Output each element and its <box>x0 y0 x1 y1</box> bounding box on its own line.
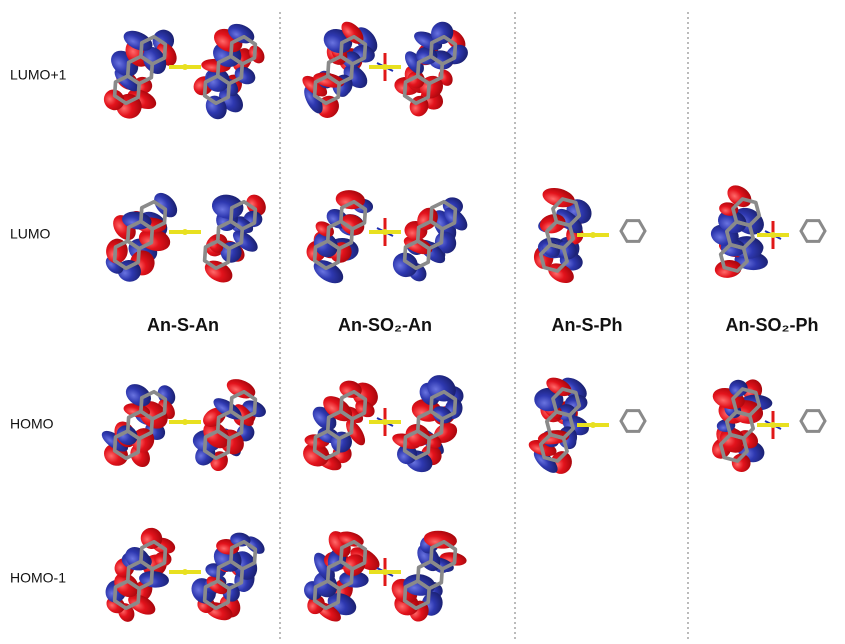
bond-ring <box>551 387 582 418</box>
bond-ring <box>731 197 762 228</box>
orbital-lobe <box>433 422 458 443</box>
row-label: LUMO+1 <box>10 67 67 83</box>
molecule <box>710 185 827 278</box>
bond-ring <box>139 34 168 66</box>
s-atom <box>590 422 596 428</box>
orbital-lobe <box>303 442 330 467</box>
s-atom <box>382 64 388 70</box>
s-atom <box>770 232 776 238</box>
molecule <box>105 527 265 622</box>
orbital-lobe <box>304 85 323 114</box>
molecule <box>528 377 647 474</box>
molecule <box>101 379 266 472</box>
orbital-lobe <box>234 404 254 427</box>
bond-ring <box>731 387 762 418</box>
s-atom <box>182 419 188 425</box>
orbital-lobe <box>405 424 430 447</box>
orbital-lobe <box>727 185 752 208</box>
orbital-lobe <box>211 194 244 219</box>
bond-ring <box>229 539 258 571</box>
orbital-lobe <box>731 453 751 473</box>
s-atom <box>382 229 388 235</box>
molecule <box>304 530 467 622</box>
orbital-lobe <box>114 68 139 92</box>
orbital-lobe <box>719 427 745 449</box>
bond-ring <box>339 199 368 231</box>
orbital-lobe <box>114 572 139 598</box>
bond-ring <box>339 539 368 571</box>
s-atom <box>590 232 596 238</box>
orbital-lobe <box>142 46 167 74</box>
molecule <box>712 379 827 473</box>
orbital-lobe <box>116 425 138 446</box>
orbital-lobe <box>548 263 574 284</box>
bond-ring <box>139 199 168 231</box>
orbital-lobe <box>556 208 583 234</box>
bond-ring <box>429 34 458 66</box>
s-atom <box>182 569 188 575</box>
orbital-lobe <box>432 406 453 424</box>
molecule <box>105 192 266 283</box>
s-atom <box>182 229 188 235</box>
orbital-lobe <box>103 89 125 111</box>
bond-ring <box>429 389 458 421</box>
molecule <box>306 190 468 284</box>
row-label: HOMO <box>10 416 54 432</box>
orbital-lobe <box>313 232 338 258</box>
orbital-lobe <box>232 230 258 252</box>
orbital-lobe <box>246 194 266 216</box>
orbital-lobe <box>403 236 433 255</box>
phenyl-ring <box>619 409 647 433</box>
bond-ring <box>339 34 368 66</box>
phenyl-ring <box>619 219 647 243</box>
orbital-lobe <box>205 68 230 92</box>
column-label: An-S-An <box>147 315 219 335</box>
bond-ring <box>551 197 582 228</box>
orbital-lobe <box>203 421 230 449</box>
orbital-lobe <box>342 554 366 577</box>
orbital-lobe <box>340 214 365 236</box>
bond-ring <box>339 389 368 421</box>
molecule <box>533 187 647 284</box>
molecule <box>302 21 468 119</box>
bond-ring <box>229 34 258 66</box>
orbital-lobe <box>206 576 228 595</box>
orbital-lobe <box>154 192 178 218</box>
molecule <box>103 23 265 120</box>
orbital-lobe <box>128 594 156 615</box>
bond-ring <box>229 199 258 231</box>
row-label: LUMO <box>10 226 51 242</box>
orbital-lobe <box>125 384 151 407</box>
orbital-lobe <box>557 240 577 260</box>
orbital-lobe <box>542 187 575 208</box>
s-atom <box>382 419 388 425</box>
s-atom <box>770 422 776 428</box>
column-label: An-SO₂-An <box>338 315 432 335</box>
orbital-lobe <box>414 31 443 51</box>
orbital-lobe <box>729 379 748 397</box>
orbital-lobe <box>718 210 747 234</box>
bond-ring <box>139 539 168 571</box>
phenyl-ring <box>799 219 827 243</box>
bond-ring <box>229 389 258 421</box>
column-label: An-SO₂-Ph <box>726 315 819 335</box>
orbital-lobe <box>392 252 418 278</box>
s-atom <box>382 569 388 575</box>
s-atom <box>182 64 188 70</box>
phenyl-ring <box>799 409 827 433</box>
column-label: An-S-Ph <box>552 315 623 335</box>
bond-ring <box>429 199 458 231</box>
molecule <box>303 375 464 473</box>
bond-ring <box>139 389 168 421</box>
orbital-lobe <box>533 449 558 473</box>
row-label: HOMO-1 <box>10 570 66 586</box>
orbital-lobe <box>123 30 153 51</box>
orbitals <box>101 21 827 622</box>
bond-ring <box>429 539 458 571</box>
